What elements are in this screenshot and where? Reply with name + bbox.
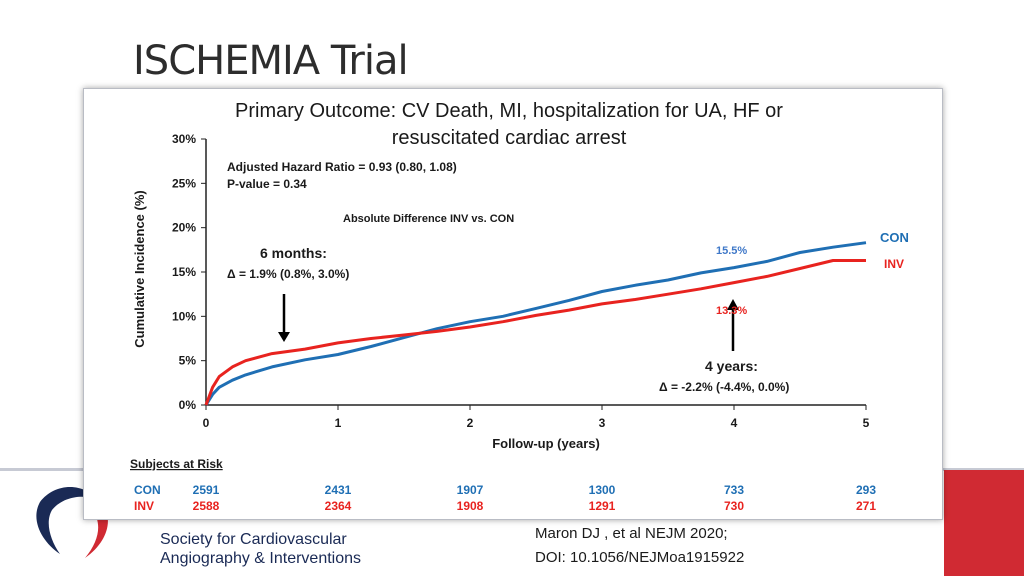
risk-cell: 730: [724, 499, 744, 513]
risk-cell: 1291: [589, 499, 616, 513]
risk-cell: 293: [856, 483, 876, 497]
y-tick-label: 0%: [179, 398, 197, 412]
organization-name: Society for Cardiovascular Angiography &…: [160, 530, 361, 568]
slide-title: ISCHEMIA Trial: [133, 38, 409, 84]
citation-line-2: DOI: 10.1056/NEJMoa1915922: [535, 549, 745, 566]
x-tick-label: 2: [467, 416, 474, 430]
legend-con: CON: [880, 230, 909, 245]
risk-cell: 2431: [325, 483, 352, 497]
x-tick-label: 4: [731, 416, 738, 430]
risk-cell: 1907: [457, 483, 484, 497]
chart-lines: [204, 241, 867, 406]
p-value-annotation: P-value = 0.34: [227, 177, 307, 191]
y-tick-label: 25%: [172, 176, 196, 190]
risk-cell: 2364: [325, 499, 352, 513]
x-tick-label: 5: [863, 416, 870, 430]
six-months-value: Δ = 1.9% (0.8%, 3.0%): [227, 267, 349, 281]
risk-cell: 2591: [193, 483, 220, 497]
citation-line-1: Maron DJ , et al NEJM 2020;: [535, 525, 728, 542]
chart-axes: 0% 5% 10% 15% 20% 25% 30% 0 1 2 3 4 5: [172, 132, 870, 430]
risk-cell: 733: [724, 483, 744, 497]
four-years-title: 4 years:: [705, 358, 758, 374]
chart-title-line-2: resuscitated cardiac arrest: [392, 127, 627, 149]
footer-red-band: [944, 470, 1024, 576]
chart-panel: Primary Outcome: CV Death, MI, hospitali…: [83, 88, 943, 520]
km-chart: Primary Outcome: CV Death, MI, hospitali…: [130, 100, 909, 513]
x-axis-label: Follow-up (years): [492, 436, 600, 451]
abs-diff-annotation: Absolute Difference INV vs. CON: [343, 213, 514, 225]
y-tick-label: 20%: [172, 221, 196, 235]
risk-table: CON 2591 2431 1907 1300 733 293 INV 2588 2364 1908…: [134, 483, 876, 513]
four-years-value: Δ = -2.2% (-4.4%, 0.0%): [659, 380, 789, 394]
hr-annotation: Adjusted Hazard Ratio = 0.93 (0.80, 1.08…: [227, 160, 457, 174]
series-line-inv: [204, 259, 866, 406]
chart-title-line-1: Primary Outcome: CV Death, MI, hospitali…: [235, 100, 783, 122]
inv-value-label: 13.3%: [716, 305, 747, 317]
series-line-con: [204, 241, 867, 406]
y-tick-label: 5%: [179, 354, 197, 368]
organization-line-2: Angiography & Interventions: [160, 550, 362, 567]
con-value-label: 15.5%: [716, 245, 747, 257]
x-tick-label: 0: [203, 416, 210, 430]
risk-cell: 271: [856, 499, 876, 513]
legend-inv: INV: [884, 257, 904, 271]
y-tick-label: 10%: [172, 309, 196, 323]
risk-cell: 1300: [589, 483, 616, 497]
x-tick-label: 3: [599, 416, 606, 430]
risk-cell: 1908: [457, 499, 484, 513]
risk-cell: 2588: [193, 499, 220, 513]
y-tick-label: 15%: [172, 265, 196, 279]
six-months-title: 6 months:: [260, 245, 327, 261]
six-months-arrowhead: [278, 332, 290, 342]
risk-row-name: INV: [134, 499, 154, 513]
citation: Maron DJ , et al NEJM 2020; DOI: 10.1056…: [535, 522, 744, 570]
risk-table-title: Subjects at Risk: [130, 457, 223, 471]
four-years-arrowhead: [727, 299, 739, 310]
risk-row-name: CON: [134, 483, 161, 497]
organization-line-1: Society for Cardiovascular: [160, 531, 347, 548]
y-tick-label: 30%: [172, 132, 196, 146]
y-axis-label: Cumulative Incidence (%): [132, 190, 147, 347]
x-tick-label: 1: [335, 416, 342, 430]
